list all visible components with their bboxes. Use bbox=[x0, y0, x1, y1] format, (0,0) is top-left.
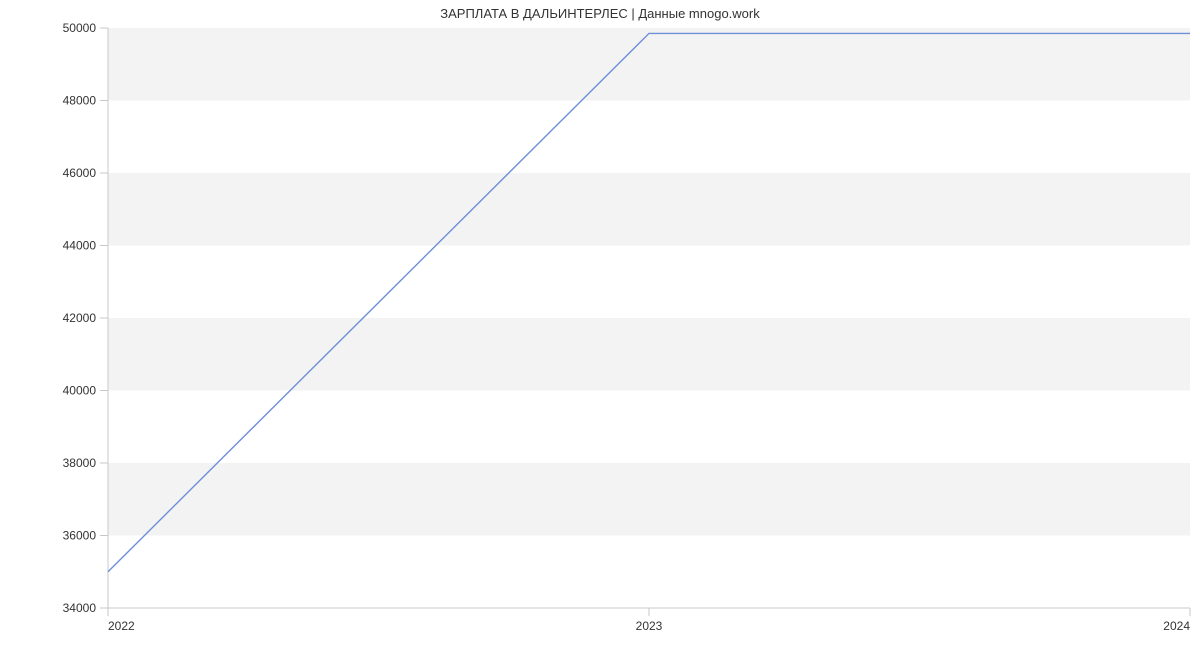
y-tick-label: 38000 bbox=[63, 456, 97, 470]
y-tick-label: 36000 bbox=[63, 529, 97, 543]
y-tick-label: 50000 bbox=[63, 21, 97, 35]
y-tick-label: 46000 bbox=[63, 166, 97, 180]
x-tick-label: 2022 bbox=[108, 619, 135, 633]
y-tick-label: 42000 bbox=[63, 311, 97, 325]
y-tick-label: 34000 bbox=[63, 601, 97, 615]
x-tick-label: 2024 bbox=[1163, 619, 1190, 633]
y-tick-label: 48000 bbox=[63, 94, 97, 108]
salary-line-chart: ЗАРПЛАТА В ДАЛЬИНТЕРЛЕС | Данные mnogo.w… bbox=[0, 0, 1200, 650]
y-tick-label: 44000 bbox=[63, 239, 97, 253]
chart-svg: 34000 36000 38000 40000 42000 44000 46000 48000… bbox=[0, 0, 1200, 650]
chart-title: ЗАРПЛАТА В ДАЛЬИНТЕРЛЕС | Данные mnogo.w… bbox=[0, 6, 1200, 21]
x-tick-label: 2023 bbox=[636, 619, 663, 633]
y-tick-label: 40000 bbox=[63, 384, 97, 398]
